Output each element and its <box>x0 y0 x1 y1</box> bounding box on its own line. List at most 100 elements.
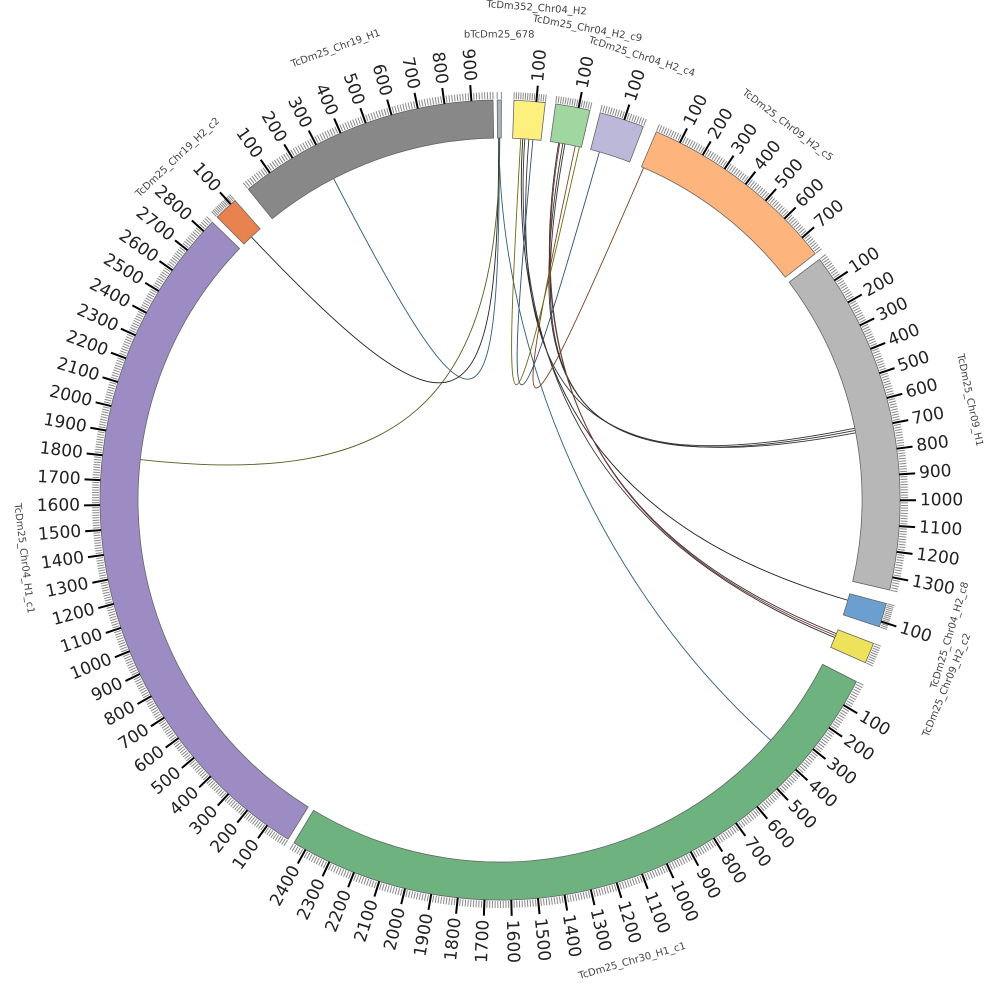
minor-tick <box>885 610 893 614</box>
minor-tick <box>153 284 160 289</box>
minor-tick <box>684 137 689 145</box>
minor-tick <box>716 156 721 163</box>
major-tick <box>870 341 886 350</box>
minor-tick <box>140 306 148 311</box>
minor-tick <box>114 630 121 634</box>
minor-tick <box>357 117 361 125</box>
minor-tick <box>173 740 180 746</box>
minor-tick <box>140 689 148 694</box>
minor-tick <box>133 320 141 325</box>
chromosome-tcdm25-chr04-h1-c1[interactable]: 1002003004005006007008009001000110012001… <box>11 181 309 874</box>
minor-tick <box>566 97 570 105</box>
minor-tick <box>614 108 618 116</box>
minor-tick <box>299 143 305 151</box>
minor-tick <box>698 145 703 152</box>
minor-tick <box>895 431 903 434</box>
minor-tick <box>280 155 286 162</box>
chromosome-btcdm25-678[interactable]: bTcDm25_678 <box>464 29 535 139</box>
minor-tick <box>448 95 451 103</box>
minor-tick <box>624 880 628 888</box>
tick-label: 2000 <box>380 906 410 953</box>
chromosome-label: TcDm25_Chr19_H1 <box>289 28 382 71</box>
minor-tick <box>182 752 189 758</box>
minor-tick <box>761 803 767 810</box>
chromosome-band[interactable] <box>590 112 644 163</box>
minor-tick <box>580 100 583 108</box>
minor-tick <box>93 537 101 539</box>
major-tick <box>321 861 331 877</box>
minor-tick <box>93 469 101 471</box>
minor-tick <box>222 200 228 207</box>
minor-tick <box>274 834 280 841</box>
chromosome-band[interactable] <box>788 258 901 591</box>
minor-tick <box>656 868 661 876</box>
tick-label: 1300 <box>586 907 615 954</box>
minor-tick <box>117 357 125 361</box>
minor-tick <box>215 787 221 794</box>
minor-tick <box>603 887 607 895</box>
chromosome-band[interactable] <box>247 99 495 220</box>
minor-tick <box>784 781 791 788</box>
chromosome-band[interactable] <box>99 221 309 840</box>
tick-label: 2100 <box>54 354 101 386</box>
minor-tick <box>891 587 899 590</box>
minor-tick <box>589 102 593 110</box>
minor-tick <box>349 120 354 128</box>
minor-tick <box>249 177 255 184</box>
minor-tick <box>105 396 113 400</box>
minor-tick <box>613 884 617 892</box>
major-tick <box>615 882 623 899</box>
minor-tick <box>313 856 318 864</box>
synteny-link <box>549 142 836 637</box>
chromosome-band[interactable] <box>842 593 887 628</box>
minor-tick <box>704 844 710 851</box>
synteny-link <box>251 138 500 384</box>
minor-tick <box>339 124 344 132</box>
chromosome-band[interactable] <box>496 99 502 139</box>
major-tick <box>95 401 112 408</box>
major-tick <box>833 270 849 282</box>
minor-tick <box>612 108 616 116</box>
minor-tick <box>866 662 873 667</box>
chromosome-band[interactable] <box>293 663 857 901</box>
minor-tick <box>892 415 900 419</box>
minor-tick <box>328 863 332 871</box>
major-tick <box>828 726 843 738</box>
minor-tick <box>106 391 114 395</box>
minor-tick <box>834 721 841 726</box>
minor-tick <box>555 95 558 103</box>
minor-tick <box>659 867 664 875</box>
minor-tick <box>314 136 319 143</box>
minor-tick <box>847 295 854 301</box>
minor-tick <box>841 286 849 292</box>
minor-tick <box>704 149 710 156</box>
minor-tick <box>160 721 167 727</box>
major-tick <box>191 219 205 232</box>
minor-tick <box>795 224 802 230</box>
chromosome-band[interactable] <box>830 629 874 664</box>
tick-label: 1800 <box>39 438 84 463</box>
minor-tick <box>886 390 894 394</box>
minor-tick <box>187 237 194 243</box>
minor-tick <box>190 233 197 239</box>
chromosome-band[interactable] <box>512 99 546 141</box>
chromosome-band[interactable] <box>216 199 261 245</box>
minor-tick <box>665 128 670 136</box>
minor-tick <box>467 93 470 101</box>
chromosome-band[interactable] <box>640 131 816 278</box>
minor-tick <box>421 99 424 107</box>
minor-tick <box>883 615 891 619</box>
minor-tick <box>448 897 451 905</box>
minor-tick <box>607 106 611 114</box>
major-tick <box>842 704 858 715</box>
minor-tick <box>695 849 700 857</box>
minor-tick <box>678 858 683 866</box>
minor-tick <box>296 847 301 855</box>
minor-tick <box>826 262 833 268</box>
chromosome-tcdm25-chr30-h1-c1[interactable]: 1002003004005006007008009001000110012001… <box>266 663 894 982</box>
chromosome-band[interactable] <box>549 103 591 148</box>
minor-tick <box>564 97 567 105</box>
